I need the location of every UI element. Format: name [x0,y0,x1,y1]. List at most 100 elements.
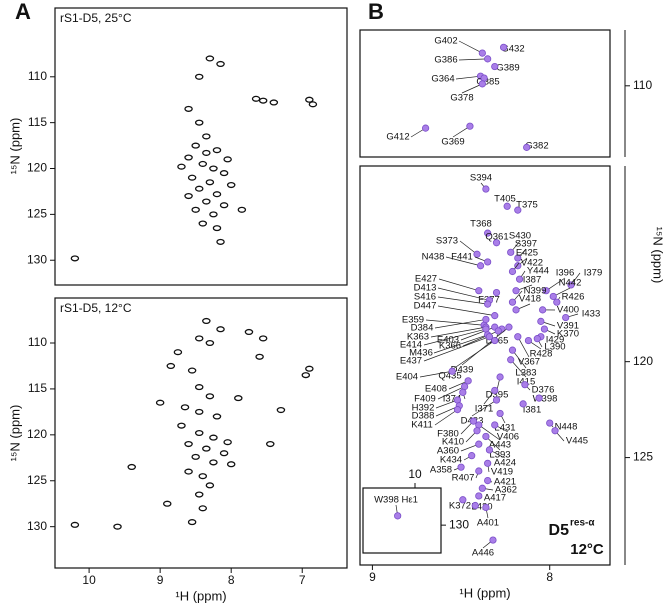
peak-label: G364 [431,74,454,85]
peak [540,325,548,333]
peak-label: V445 [566,436,588,447]
peak-contour [305,96,314,103]
leader-line [512,349,527,369]
peak-label: V422 [521,258,543,269]
peak [512,287,520,295]
leader-line [438,278,479,292]
peak-label: L390 [544,342,565,353]
peak-label: I396 [556,268,575,279]
x-tick-label: 9 [157,573,164,587]
peak-contour [212,225,222,232]
peak [492,239,501,247]
peak [508,298,517,306]
peak-label: D439 [451,365,474,376]
peak-label: V419 [491,467,513,478]
peak-label: Q435 [438,371,461,382]
peak [494,327,502,335]
peak-label: Y444 [527,266,549,277]
peak-contour [244,328,254,336]
peak-label: I433 [582,309,601,320]
peak-label: K372 [449,501,471,512]
peak-label: G389 [496,63,519,74]
peak-contour [258,97,268,104]
peak-contour [223,439,232,446]
peak-contour [184,154,193,161]
peak-label: E425 [516,248,538,259]
peak [514,254,522,262]
peak-label: D388 [412,411,435,422]
peak-contour [180,404,190,411]
leader-line [419,370,453,378]
peak-label: K370 [557,329,579,340]
peak-contour [226,461,236,468]
peak [491,62,499,71]
peak-contour [113,523,122,530]
panel-frame [359,29,611,158]
peak-label: I371 [475,404,494,415]
leader-line [423,328,486,346]
peak-contour [163,500,172,507]
peak-label: A358 [430,465,452,476]
peak-label: E403 [437,335,459,346]
leader-line [437,296,488,305]
peak-contour [205,55,215,62]
peak-label: G386 [434,55,457,66]
peak-label: I379 [584,268,603,279]
peak-contour [219,170,229,177]
y-tick-label: 125 [27,207,47,221]
peak [515,275,524,283]
peak-contour [194,408,204,415]
peak-contour [184,468,193,475]
peak-contour [198,505,208,512]
y-axis-label: ¹⁵N (ppm) [7,405,22,462]
peak-label: A401 [477,518,499,529]
peak-label: K411 [411,420,432,431]
peak-contour [234,395,243,402]
peak-label: D384 [411,323,434,334]
peak-contour [301,372,311,379]
peak-label: E414 [400,340,422,351]
peak-label: G369 [441,137,464,148]
y-axis-label: ¹⁵N (ppm) [7,118,22,175]
peak-label: K363 [407,332,429,343]
peak-contour [177,422,186,429]
peak [512,306,520,314]
leader-line [517,336,530,358]
peak [505,323,513,331]
peak-contour [305,365,314,372]
peak [503,202,511,210]
leader-line [478,424,501,441]
peak-contour [202,133,211,140]
peak-label: A362 [495,485,517,496]
leader-line [462,330,499,347]
leader-line [437,386,465,400]
leader-line [423,336,490,362]
peak [478,49,486,57]
peak [519,400,527,408]
y-tick-label: 125 [633,450,653,464]
peak-label: K366 [439,341,461,352]
panel-frame [54,297,348,569]
peak [484,459,492,467]
peak-contour [205,393,215,400]
peak-label: R428 [530,349,553,360]
peak-label: G412 [386,132,409,143]
y-tick-label: 120 [27,161,47,175]
peak [553,298,561,306]
x-axis-label: ¹H (ppm) [175,588,226,603]
panel-title: rS1-D5, 12°C [60,301,132,315]
peak-label: R407 [452,473,475,484]
peak-label: M436 [409,348,433,359]
leader-line [461,326,510,366]
peak-label: N442 [559,278,582,289]
annotation-superscript: res-α [570,518,595,529]
peak [448,367,456,375]
peak [507,356,515,364]
peak-label: S430 [509,231,531,242]
peak-contour [202,198,211,205]
peak-contour [191,206,200,213]
peak [491,312,499,320]
peak [484,55,492,63]
peak-label: R426 [562,292,585,303]
peak-label: A424 [494,458,516,469]
